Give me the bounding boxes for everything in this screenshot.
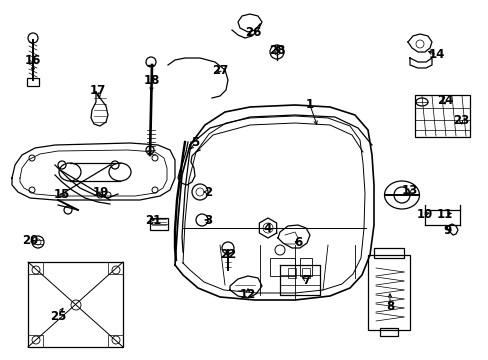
Bar (287, 268, 295, 278)
Text: 23: 23 (452, 113, 468, 126)
Text: 6: 6 (293, 237, 302, 249)
Text: 15: 15 (54, 189, 70, 202)
Bar (379, 328, 397, 336)
Text: 27: 27 (211, 63, 228, 77)
Text: 5: 5 (190, 136, 199, 149)
Bar (367, 255, 409, 330)
Text: 22: 22 (220, 248, 236, 261)
Text: 4: 4 (264, 221, 271, 234)
Bar (302, 268, 309, 278)
Text: 20: 20 (22, 234, 38, 247)
Text: 21: 21 (144, 213, 161, 226)
Bar (27, 78, 39, 86)
Text: 19: 19 (93, 185, 109, 198)
Bar (108, 335, 123, 347)
Bar (373, 248, 403, 258)
Text: 26: 26 (244, 26, 261, 39)
Text: 17: 17 (90, 84, 106, 96)
Text: 25: 25 (50, 310, 66, 323)
Bar (28, 262, 43, 274)
Text: 13: 13 (401, 184, 417, 197)
Text: 1: 1 (305, 99, 313, 112)
Bar (28, 262, 123, 347)
Bar (108, 262, 123, 274)
Text: 11: 11 (436, 207, 452, 220)
Text: 12: 12 (240, 288, 256, 301)
Bar (414, 95, 469, 137)
Text: 10: 10 (416, 207, 432, 220)
Text: 18: 18 (143, 73, 160, 86)
Text: 8: 8 (385, 300, 393, 312)
Text: 24: 24 (436, 94, 452, 107)
Bar (299, 258, 311, 276)
Bar (150, 218, 168, 230)
Bar (269, 258, 294, 276)
Text: 7: 7 (301, 274, 309, 287)
Text: 14: 14 (428, 49, 444, 62)
Text: 28: 28 (268, 44, 285, 57)
Text: 9: 9 (442, 225, 450, 238)
Bar (28, 335, 43, 347)
Text: 3: 3 (203, 213, 212, 226)
Text: 2: 2 (203, 185, 212, 198)
Text: 16: 16 (25, 54, 41, 67)
